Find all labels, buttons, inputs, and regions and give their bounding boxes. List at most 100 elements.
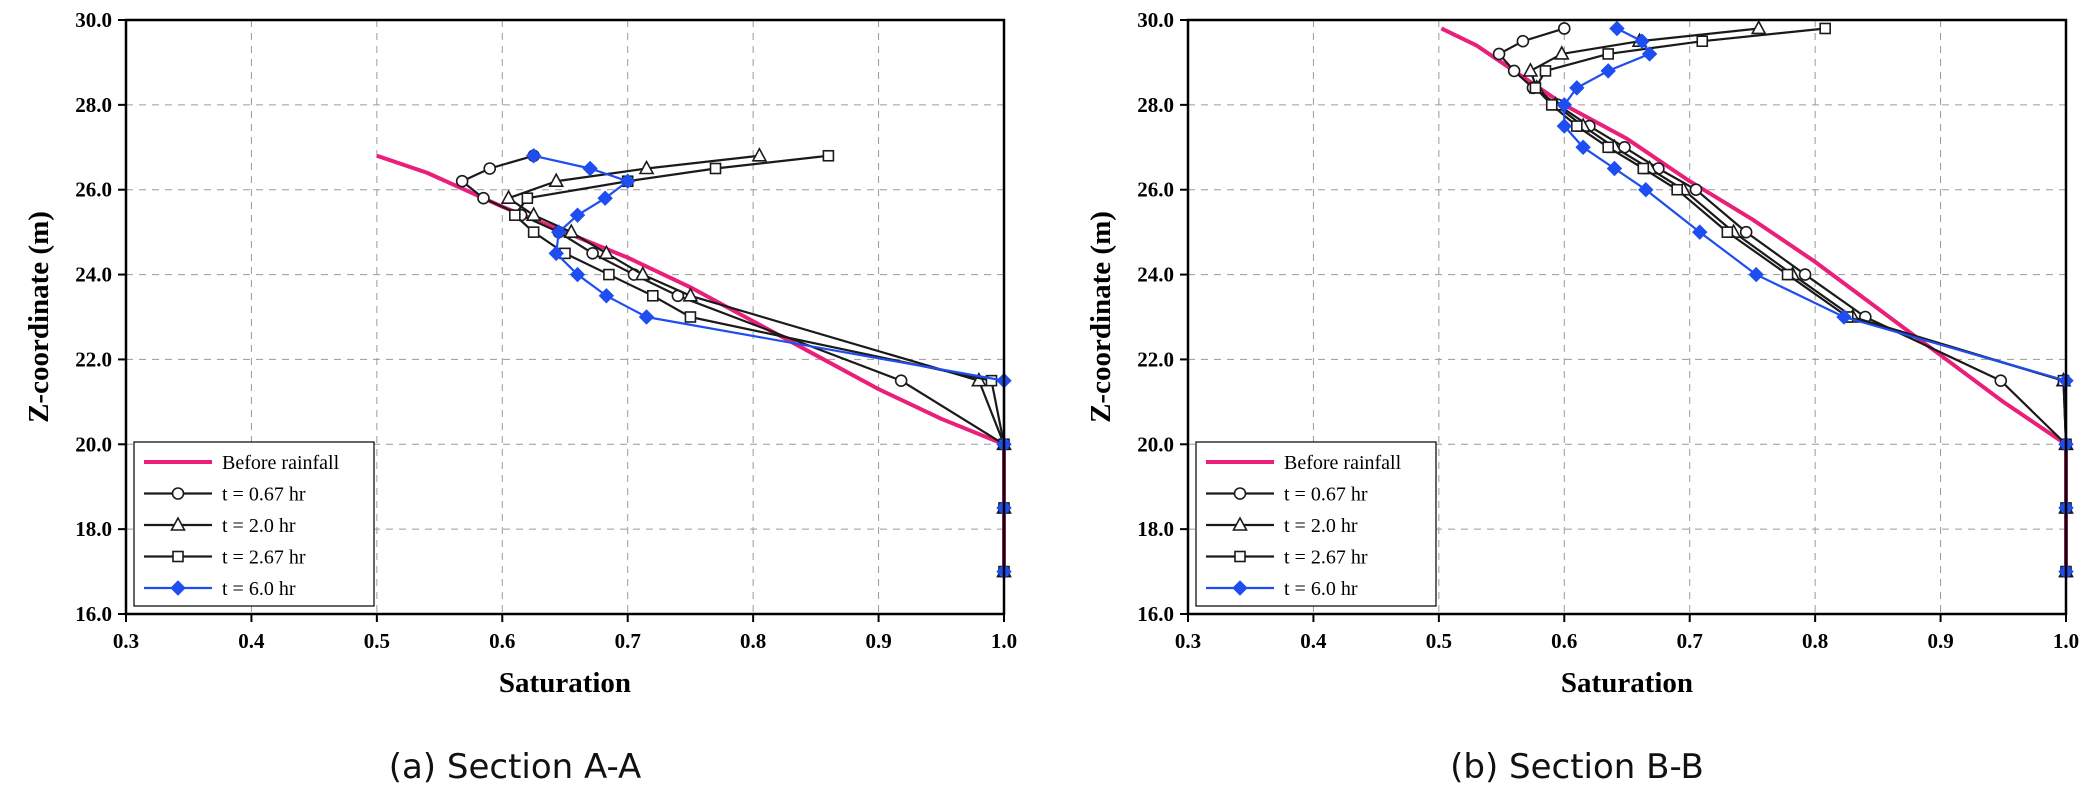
data-point xyxy=(1556,118,1572,134)
legend-label: Before rainfall xyxy=(222,452,340,474)
series-t-0-67-hr xyxy=(455,149,1011,578)
series-line xyxy=(1529,27,2068,572)
legend-marker xyxy=(1234,550,1246,563)
data-point xyxy=(1602,141,1614,154)
legend-label: Before rainfall xyxy=(1284,452,1402,474)
series-t-0-67-hr xyxy=(1492,22,2073,578)
data-point xyxy=(477,191,490,205)
y-tick-label: 22.0 xyxy=(75,347,112,371)
y-tick-label: 18.0 xyxy=(75,517,112,541)
panel-caption: (a) Section A-A xyxy=(389,747,642,787)
x-tick-label: 1.0 xyxy=(991,629,1017,653)
y-tick-label: 16.0 xyxy=(75,602,112,626)
data-point xyxy=(598,288,615,304)
data-point xyxy=(582,160,598,177)
x-tick-label: 0.3 xyxy=(113,629,139,653)
data-point xyxy=(1739,225,1753,239)
data-point xyxy=(455,174,469,188)
y-tick-label: 26.0 xyxy=(75,178,112,202)
y-tick-label: 22.0 xyxy=(1137,347,1174,371)
data-point xyxy=(1600,63,1616,79)
legend-label: t = 2.0 hr xyxy=(1284,515,1358,537)
legend-label: t = 6.0 hr xyxy=(1284,578,1358,600)
series-line xyxy=(533,154,1006,572)
legend: Before rainfall t = 0.67 hr t = 2.0 hr t = … xyxy=(133,441,375,607)
data-point xyxy=(1602,48,1614,60)
data-point xyxy=(1516,34,1530,48)
series-t-6-0-hr xyxy=(525,148,1012,580)
x-axis-title: Saturation xyxy=(499,667,631,699)
data-point xyxy=(620,173,636,189)
data-point xyxy=(1641,46,1658,62)
x-tick-label: 0.6 xyxy=(1551,629,1577,653)
x-tick-label: 1.0 xyxy=(2053,629,2079,653)
plot-frame xyxy=(124,18,1006,616)
y-tick-label: 30.0 xyxy=(1137,8,1174,32)
data-point xyxy=(1781,268,1794,281)
y-tick-label: 28.0 xyxy=(75,93,112,117)
data-point xyxy=(521,192,534,204)
x-tick-label: 0.6 xyxy=(489,629,515,653)
data-point xyxy=(1522,62,1539,77)
legend-marker xyxy=(170,580,186,596)
y-tick-label: 16.0 xyxy=(1137,602,1174,626)
data-point xyxy=(1819,22,1831,35)
x-tick-label: 0.7 xyxy=(1677,629,1703,653)
y-tick-label: 30.0 xyxy=(75,8,112,32)
y-tick-label: 24.0 xyxy=(75,263,112,287)
legend-label: t = 0.67 hr xyxy=(222,484,306,506)
y-axis-title: Z-coordinate (m) xyxy=(23,211,55,423)
data-point xyxy=(527,226,540,238)
axis-ticks: 0.3 0.4 0.5 0.6 0.7 0.8 0.9 1.0 16.0 18.0 20.0 22.0… xyxy=(1137,8,2079,653)
data-point xyxy=(1569,80,1585,96)
series-line xyxy=(1534,27,2068,572)
data-point xyxy=(684,311,697,323)
data-point xyxy=(1556,97,1572,113)
data-point xyxy=(597,190,613,206)
x-axis-title: Saturation xyxy=(1561,667,1693,699)
data-point xyxy=(1692,224,1708,240)
data-point xyxy=(551,224,567,240)
data-point xyxy=(1994,374,2008,387)
x-tick-label: 0.9 xyxy=(865,629,891,653)
data-point xyxy=(1529,82,1542,94)
data-point xyxy=(569,207,586,223)
y-tick-label: 20.0 xyxy=(75,432,112,456)
legend-marker xyxy=(170,516,186,531)
data-point xyxy=(1798,268,1812,281)
data-point xyxy=(638,159,655,175)
series-before-rainfall xyxy=(1440,26,2068,572)
data-point xyxy=(1606,160,1623,177)
data-point xyxy=(1689,183,1703,197)
panel-caption: (b) Section B-B xyxy=(1450,747,1704,787)
data-point xyxy=(1609,20,1625,37)
legend-label: t = 2.67 hr xyxy=(1284,547,1368,569)
data-point xyxy=(586,247,599,260)
legend-marker xyxy=(1232,580,1248,596)
data-point xyxy=(822,149,835,162)
y-tick-label: 20.0 xyxy=(1137,432,1174,456)
y-axis-title: Z-coordinate (m) xyxy=(1085,211,1117,423)
chart-panel-a: 0.3 0.4 0.5 0.6 0.7 0.8 0.9 1.0 16.0 18.0 20.0 22.0… xyxy=(23,8,1017,787)
x-tick-label: 0.4 xyxy=(1300,629,1327,653)
series-line xyxy=(1440,26,2068,572)
y-tick-label: 18.0 xyxy=(1137,517,1174,541)
data-point xyxy=(751,147,768,162)
data-point xyxy=(1634,33,1650,49)
x-tick-label: 0.5 xyxy=(364,629,390,653)
legend-marker xyxy=(172,550,184,563)
y-tick-label: 28.0 xyxy=(1137,93,1174,117)
data-point xyxy=(1721,226,1734,238)
data-point xyxy=(1637,162,1650,175)
data-point xyxy=(638,309,655,325)
series-line xyxy=(1497,27,2068,572)
data-point xyxy=(525,206,542,221)
data-point xyxy=(1571,120,1583,132)
x-tick-label: 0.8 xyxy=(1802,629,1828,653)
series-t-2-67-hr xyxy=(1529,22,2072,578)
legend-label: t = 2.67 hr xyxy=(222,547,306,569)
data-point xyxy=(1553,45,1570,60)
data-point xyxy=(1539,65,1552,77)
data-point xyxy=(548,172,565,188)
x-tick-label: 0.3 xyxy=(1175,629,1201,653)
